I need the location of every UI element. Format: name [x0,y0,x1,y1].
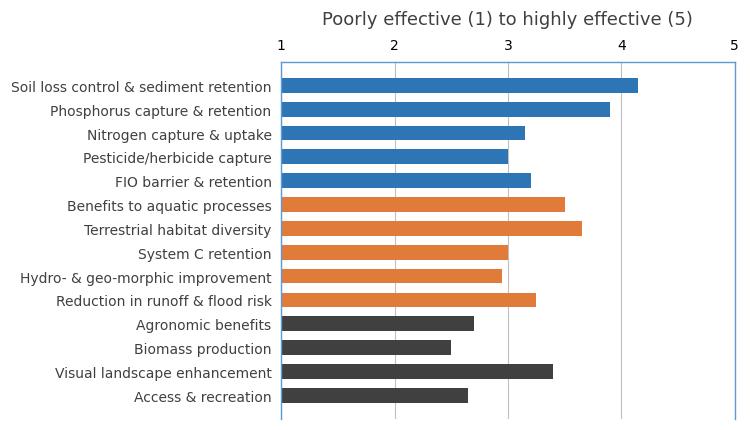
Bar [281,364,554,379]
Title: Poorly effective (1) to highly effective (5): Poorly effective (1) to highly effective… [322,11,693,29]
Bar [281,269,502,284]
Bar [281,388,468,403]
Bar [281,316,474,332]
Bar [281,198,565,212]
Bar [281,293,536,307]
Bar [281,126,525,141]
Bar [281,245,508,260]
Bar [281,174,530,189]
Bar [281,79,638,93]
Bar [281,103,610,117]
Bar [281,341,452,355]
Bar [281,221,581,236]
Bar [281,150,508,165]
